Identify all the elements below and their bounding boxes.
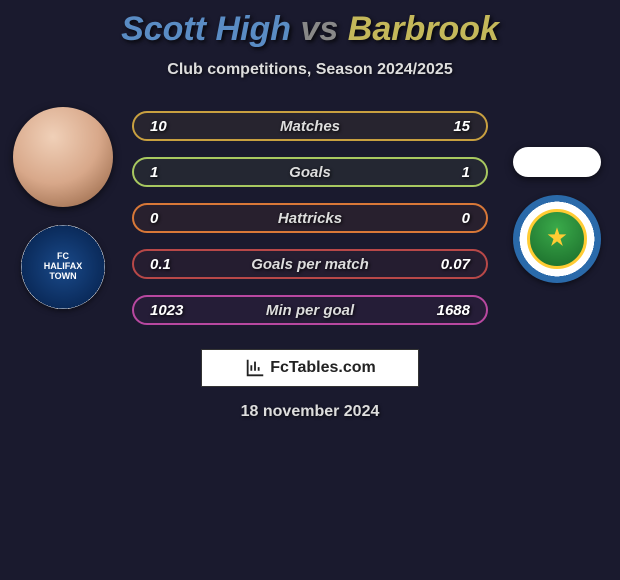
title-player2: Barbrook (348, 10, 499, 48)
stat-left-value: 0 (150, 210, 158, 227)
stat-label: Hattricks (278, 210, 342, 227)
stat-left-value: 10 (150, 118, 167, 135)
title-vs: vs (301, 10, 339, 48)
stats-column: 10Matches151Goals10Hattricks00.1Goals pe… (132, 111, 488, 325)
stat-bar: 1 Goals 1 (132, 157, 488, 187)
club-badge-inner (527, 209, 587, 269)
player1-club-badge: FCHALIFAXTOWN (21, 225, 105, 309)
player1-column: FCHALIFAXTOWN (8, 107, 118, 309)
stat-bar: 0.1 Goals per match 0.07 (132, 249, 488, 279)
stat-left-value: 1 (150, 164, 158, 181)
chart-icon (244, 357, 266, 379)
branding-text: FcTables.com (270, 359, 376, 377)
stat-right-value: 1 (462, 164, 470, 181)
stat-right-value: 1688 (437, 302, 470, 319)
stat-left-value: 1023 (150, 302, 183, 319)
stat-bar: 0 Hattricks 0 (132, 203, 488, 233)
club-badge-text: FCHALIFAXTOWN (44, 252, 83, 282)
branding-box[interactable]: FcTables.com (201, 349, 419, 387)
date-text: 18 november 2024 (241, 403, 380, 421)
stat-bar: 10 Matches 15 (132, 111, 488, 141)
player2-club-badge (513, 195, 601, 283)
page-title: Scott High vs Barbrook (8, 10, 612, 49)
stat-right-value: 15 (453, 118, 470, 135)
stat-bar: 1023 Min per goal 1688 (132, 295, 488, 325)
player2-avatar (513, 147, 601, 177)
stat-label: Matches (280, 118, 340, 135)
footer: FcTables.com 18 november 2024 (8, 349, 612, 421)
subtitle: Club competitions, Season 2024/2025 (8, 61, 612, 79)
stat-right-value: 0.07 (441, 256, 470, 273)
comparison-row: FCHALIFAXTOWN 10Matches151Goals10Hattric… (8, 107, 612, 325)
player1-avatar (13, 107, 113, 207)
player2-column (502, 147, 612, 283)
stat-label: Goals (289, 164, 331, 181)
stat-label: Goals per match (251, 256, 369, 273)
stat-left-value: 0.1 (150, 256, 171, 273)
title-player1: Scott High (121, 10, 291, 48)
stat-right-value: 0 (462, 210, 470, 227)
stat-label: Min per goal (266, 302, 354, 319)
